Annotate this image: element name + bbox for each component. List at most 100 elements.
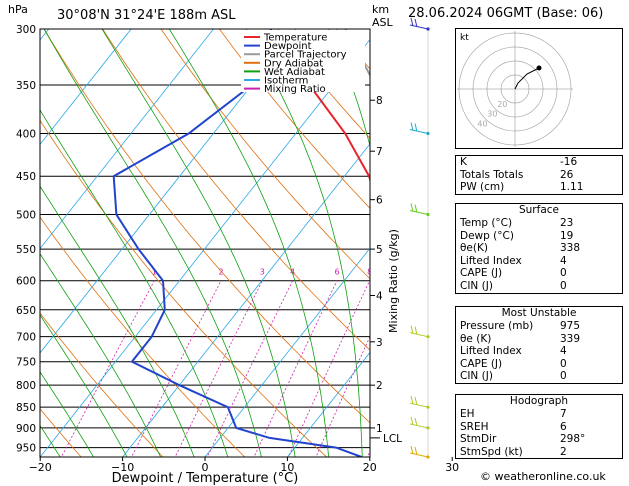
pressure-tick-label: 750 [16,357,36,369]
hodograph-stat-label: SREH [460,420,489,433]
index-value: -16 [560,156,578,168]
x-axis-label: Dewpoint / Temperature (°C) [112,471,299,486]
mixing-ratio-line [174,280,263,457]
legend-entry: Parcel Trajectory [264,50,347,61]
surface-table: Surface Temp (°C) 23 Dewp (°C) 19 θe(K) 338 Li… [455,203,623,294]
dry-adiabat-line [40,408,82,457]
isotherm-line [40,38,370,457]
km-tick-label: 4 [376,291,383,303]
surface-value: 338 [560,242,581,255]
mixing-ratio-line [206,280,294,457]
most-unstable-value: 339 [560,332,581,345]
dry-adiabat-line [277,29,370,139]
surface-label: θe(K) [460,242,488,255]
wind-barb-dot [426,131,430,136]
isotherm-line [204,247,370,457]
wet-adiabat-line [328,29,370,148]
location-title: 30°08'N 31°24'E 188m ASL [57,8,236,23]
index-row: K -16 [456,156,624,169]
most-unstable-row: CIN (J) 0 [456,370,624,383]
most-unstable-row: Pressure (mb) 975 [456,320,624,333]
hodograph-panel: kt 20 30 40 [455,28,623,149]
surface-row: CIN (J) 0 [456,280,624,293]
temperature-tick-label: −10 [111,461,134,474]
surface-row: Lifted Index 4 [456,255,624,268]
pressure-tick-label: 500 [16,209,36,221]
hodograph-table-title: Hodograph [509,395,569,407]
wet-adiabat-line [40,253,162,457]
most-unstable-label: Lifted Index [460,345,522,358]
km-unit: km [372,3,389,16]
chart-grid: 12346810152025 [0,4,449,466]
most-unstable-label: Pressure (mb) [460,320,534,332]
hodograph-ring-label: 20 [497,100,507,109]
hodograph-stat-value: 7 [560,408,567,420]
wind-barb [409,445,429,458]
surface-row: Dewp (°C) 19 [456,230,624,243]
wind-barbs [409,17,430,459]
wind-barb [409,416,429,429]
temperature-tick-label: 30 [445,461,459,474]
isotherm-line [287,351,370,457]
most-unstable-label: θe (K) [460,332,492,345]
legend-entry: Dry Adiabat [264,58,323,69]
mixing-ratio-line [253,280,338,457]
surface-label: Dewp (°C) [460,229,514,242]
mixing-ratio-line [288,280,370,457]
surface-label: Lifted Index [460,254,522,267]
temperature-tick-label: 10 [280,461,294,474]
surface-row: CAPE (J) 0 [456,267,624,280]
chart-axes: 3003504004505005506006507007508008509009… [16,24,459,474]
most-unstable-label: CIN (J) [460,370,493,383]
legend-entry: Temperature [263,33,327,44]
mixing-ratio-tick-label: 8 [367,268,372,277]
indices-table: K -16 Totals Totals 26 PW (cm) 1.11 [455,155,623,195]
wind-barb-dot [426,405,430,409]
wet-adiabat-line [43,29,262,457]
mixing-ratio-tick-label: 6 [334,268,339,277]
wet-adiabat-line [40,371,94,457]
surface-label: Temp (°C) [460,217,513,229]
dry-adiabat-line [40,312,164,457]
temperature-tick-label: −20 [29,461,52,474]
km-tick-label: 5 [376,244,383,256]
hodograph-stat-row: StmSpd (kt) 2 [456,446,624,459]
most-unstable-value: 0 [560,370,567,383]
dry-adiabat-line [0,4,7,466]
wet-adiabat-line [40,185,195,457]
wet-adiabat-line [168,29,330,457]
wet-adiabat-line [101,29,296,457]
wind-barb-dot [426,335,430,339]
mixing-ratio-axis-label: Mixing Ratio (g/kg) [387,229,400,333]
surface-row: θe(K) 338 [456,242,624,255]
most-unstable-table: Most Unstable Pressure (mb) 975 θe (K) 339 L… [455,306,623,384]
hodograph-trace [514,67,540,90]
index-label: Totals Totals [460,168,524,181]
mixing-ratio-tick-label: 15 [439,268,449,277]
asl-unit: ASL [372,16,394,29]
pressure-tick-label: 700 [16,332,36,344]
legend-background [241,30,365,92]
dewpoint-curve [112,29,362,457]
wind-barb [409,17,429,30]
index-value: 26 [560,168,574,181]
wind-barb-dot [426,27,430,31]
temperature-tick-label: 20 [363,461,377,474]
lcl-label: LCL [383,433,402,445]
dry-adiabat-line [40,216,246,457]
most-unstable-label: CAPE (J) [460,357,503,370]
legend-entry: Isotherm [264,76,308,87]
hodograph-stat-label: EH [460,408,475,420]
km-tick-label: 2 [376,380,383,392]
surface-value: 4 [560,254,567,267]
surface-value: 19 [560,229,574,242]
surface-value: 23 [560,217,574,229]
wet-adiabat-line [403,4,437,466]
temperature-tick-label: 0 [202,461,209,474]
wind-barb-dot [426,426,430,430]
copyright: © weatheronline.co.uk [480,470,606,483]
surface-label: CAPE (J) [460,267,503,280]
pressure-unit: hPa [8,3,28,16]
hodograph-stat-label: StmDir [460,433,497,446]
